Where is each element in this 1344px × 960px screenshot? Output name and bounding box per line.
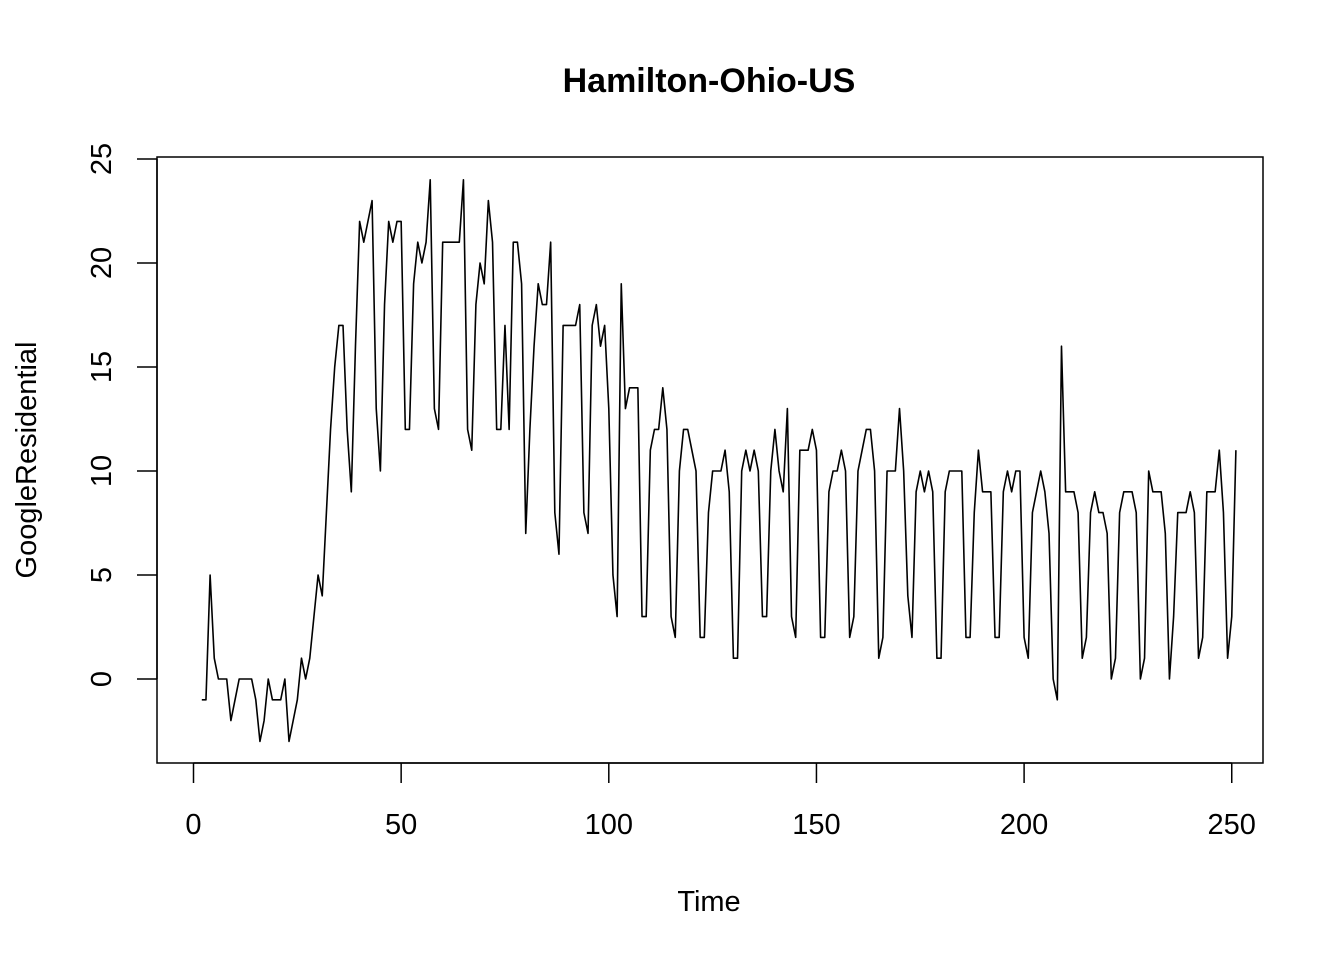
y-tick-label: 5: [86, 567, 118, 583]
plot-frame: [156, 156, 1264, 764]
y-axis: 0 5 10 15 20 25: [86, 143, 158, 687]
y-tick-label: 20: [86, 247, 118, 279]
y-tick-label: 0: [86, 671, 118, 687]
y-tick-label: 10: [86, 455, 118, 487]
y-tick-label: 15: [86, 351, 118, 383]
y-axis-label: GoogleResidential: [11, 342, 43, 579]
x-tick-label: 200: [1000, 809, 1048, 841]
x-tick-label: 100: [585, 809, 633, 841]
chart-title: Hamilton-Ohio-US: [563, 62, 856, 100]
x-tick-label: 250: [1208, 809, 1256, 841]
y-tick-label: 25: [86, 143, 118, 175]
x-axis-label: Time: [677, 886, 740, 918]
x-axis: 0 50 100 150 200 250: [185, 762, 1256, 841]
x-tick-label: 50: [385, 809, 417, 841]
x-tick-label: 150: [792, 809, 840, 841]
series-line: [201, 179, 1237, 743]
x-tick-label: 0: [185, 809, 201, 841]
